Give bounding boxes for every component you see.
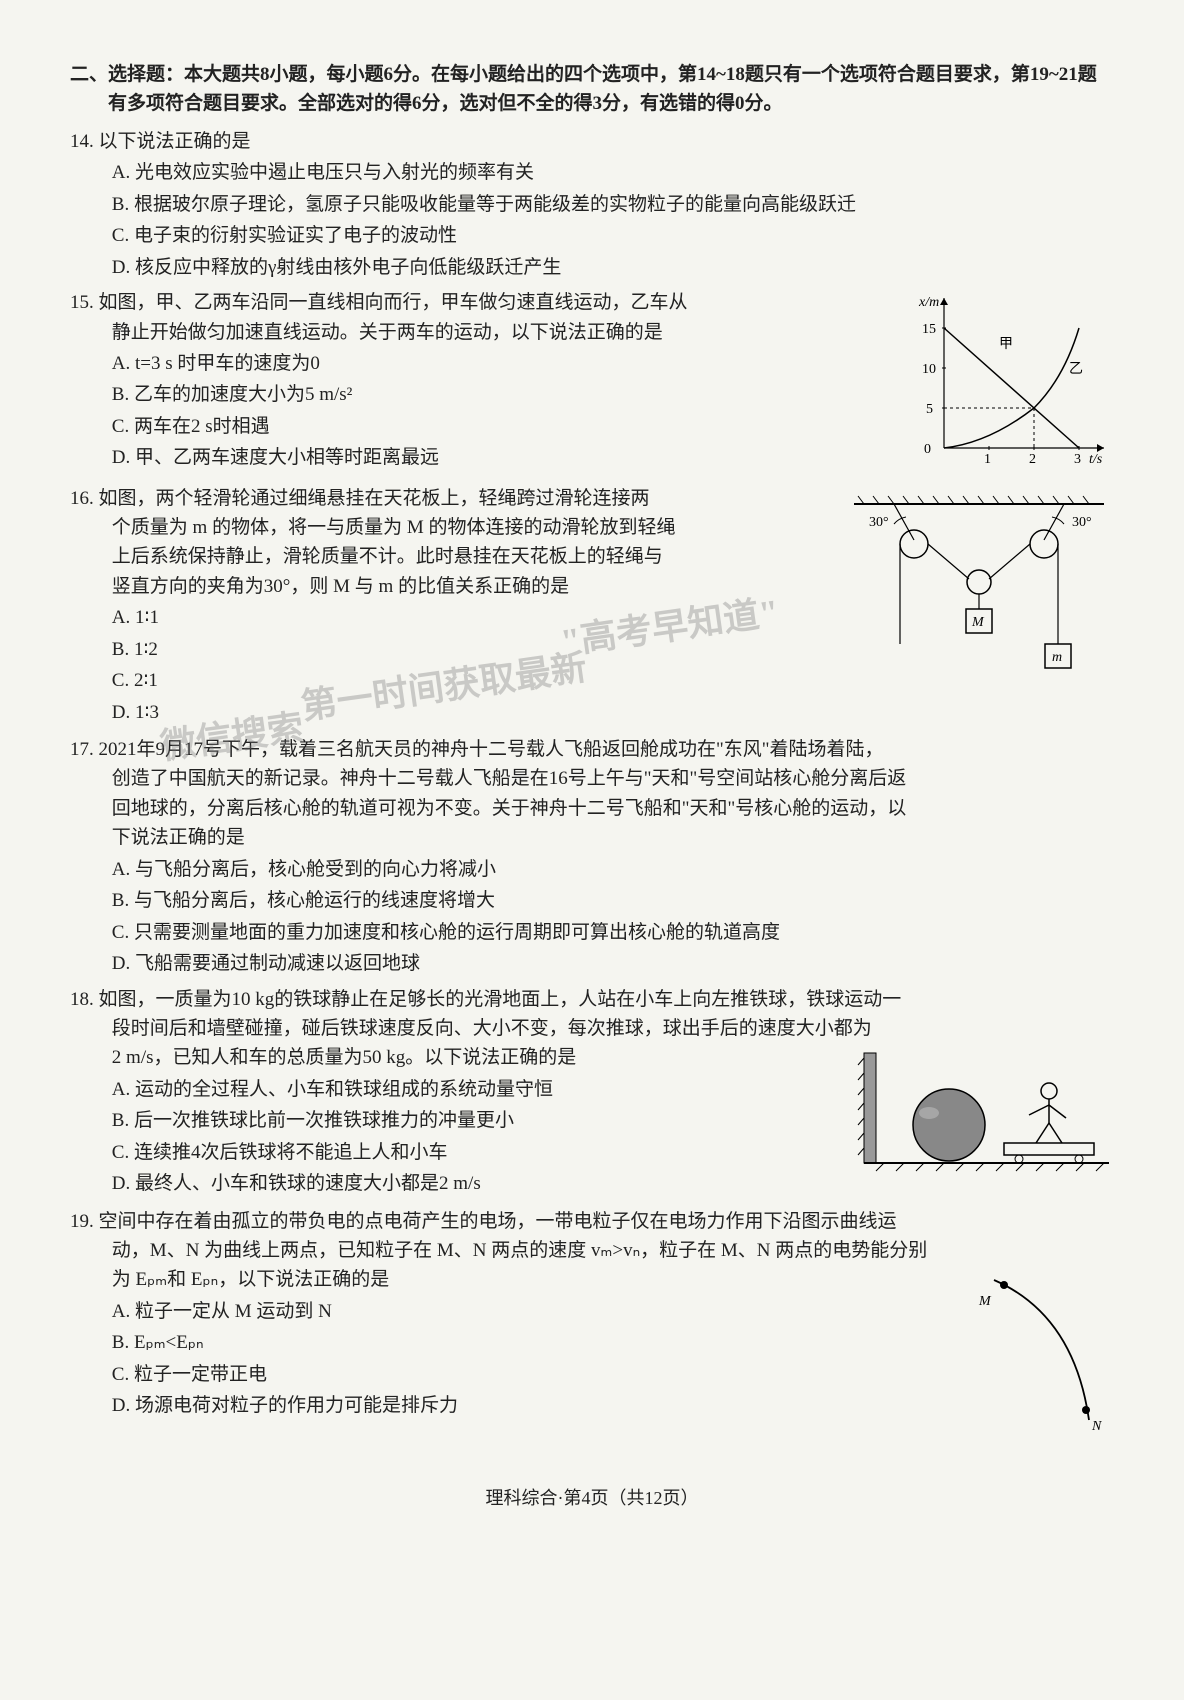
q18-option-c: C. 连续推4次后铁球将不能追上人和小车 <box>70 1138 844 1167</box>
svg-text:0: 0 <box>924 442 931 457</box>
svg-text:10: 10 <box>922 362 936 377</box>
q17-num: 17. <box>70 739 94 760</box>
svg-text:3: 3 <box>1074 452 1081 467</box>
page-footer: 理科综合·第4页（共12页） <box>70 1485 1114 1513</box>
q19-option-b: B. Eₚₘ<Eₚₙ <box>70 1328 914 1357</box>
question-17: 17. 2021年9月17号下午，载着三名航天员的神舟十二号载人飞船返回舱成功在… <box>70 735 1114 979</box>
q16-stem-line3: 上后系统保持静止，滑轮质量不计。此时悬挂在天花板上的轻绳与 <box>70 542 834 571</box>
q16-stem-line1: 如图，两个轻滑轮通过细绳悬挂在天花板上，轻绳跨过滑轮连接两 <box>99 488 650 509</box>
q14-option-b: B. 根据玻尔原子理论，氢原子只能吸收能量等于两能级差的实物粒子的能量向高能级跃… <box>70 190 1114 219</box>
svg-text:30°: 30° <box>1072 515 1092 530</box>
q16-option-d: D. 1∶3 <box>70 698 834 727</box>
q18-stem-line2: 段时间后和墙壁碰撞，碰后铁球速度反向、大小不变，每次推球，球出手后的速度大小都为 <box>70 1014 1114 1043</box>
q15-option-d: D. 甲、乙两车速度大小相等时距离最远 <box>70 443 904 472</box>
q15-stem-line2: 静止开始做匀加速直线运动。关于两车的运动，以下说法正确的是 <box>70 318 904 347</box>
q19-option-d: D. 场源电荷对粒子的作用力可能是排斥力 <box>70 1391 914 1420</box>
q16-diagram: 30° 30° M m <box>844 484 1114 713</box>
q18-stem-line3: 2 m/s，已知人和车的总质量为50 kg。以下说法正确的是 <box>70 1043 844 1072</box>
q15-option-c: C. 两车在2 s时相遇 <box>70 412 904 441</box>
q18-diagram <box>854 1043 1114 1182</box>
q18-option-b: B. 后一次推铁球比前一次推铁球推力的冲量更小 <box>70 1106 844 1135</box>
svg-text:x/m: x/m <box>918 295 939 310</box>
q19-stem-line2: 动，M、N 为曲线上两点，已知粒子在 M、N 两点的速度 vₘ>vₙ，粒子在 M… <box>70 1236 1114 1265</box>
question-14: 14. 以下说法正确的是 A. 光电效应实验中遏止电压只与入射光的频率有关 B.… <box>70 127 1114 282</box>
q17-option-a: A. 与飞船分离后，核心舱受到的向心力将减小 <box>70 855 1114 884</box>
q14-option-a: A. 光电效应实验中遏止电压只与入射光的频率有关 <box>70 158 1114 187</box>
q19-stem-line1: 空间中存在着由孤立的带负电的点电荷产生的电场，一带电粒子仅在电场力作用下沿图示曲… <box>99 1211 897 1232</box>
question-18: 18. 如图，一质量为10 kg的铁球静止在足够长的光滑地面上，人站在小车上向左… <box>70 985 1114 1201</box>
svg-text:m: m <box>1052 650 1062 665</box>
q17-stem-line2: 创造了中国航天的新记录。神舟十二号载人飞船是在16号上午与"天和"号空间站核心舱… <box>70 764 1114 793</box>
q15-stem-line1: 如图，甲、乙两车沿同一直线相向而行，甲车做匀速直线运动，乙车从 <box>99 292 688 313</box>
section-header: 二、选择题：本大题共8小题，每小题6分。在每小题给出的四个选项中，第14~18题… <box>70 60 1114 119</box>
q17-option-d: D. 飞船需要通过制动减速以返回地球 <box>70 949 1114 978</box>
q15-option-b: B. 乙车的加速度大小为5 m/s² <box>70 380 904 409</box>
q18-option-d: D. 最终人、小车和铁球的速度大小都是2 m/s <box>70 1169 844 1198</box>
q16-option-c: C. 2∶1 <box>70 666 834 695</box>
q17-stem-line4: 下说法正确的是 <box>70 823 1114 852</box>
question-19: 19. 空间中存在着由孤立的带负电的点电荷产生的电场，一带电粒子仅在电场力作用下… <box>70 1207 1114 1455</box>
svg-text:M: M <box>971 615 985 630</box>
svg-text:N: N <box>1091 1419 1102 1434</box>
q15-num: 15. <box>70 292 94 313</box>
svg-text:15: 15 <box>922 322 936 337</box>
svg-text:2: 2 <box>1029 452 1036 467</box>
q14-num: 14. <box>70 131 94 152</box>
q14-option-d: D. 核反应中释放的γ射线由核外电子向低能级跃迁产生 <box>70 253 1114 282</box>
svg-text:M: M <box>978 1294 992 1309</box>
svg-text:5: 5 <box>926 402 933 417</box>
question-15: 15. 如图，甲、乙两车沿同一直线相向而行，甲车做匀速直线运动，乙车从 静止开始… <box>70 288 1114 477</box>
q19-stem-line3: 为 Eₚₘ和 Eₚₙ，以下说法正确的是 <box>70 1265 914 1294</box>
q17-option-b: B. 与飞船分离后，核心舱运行的线速度将增大 <box>70 886 1114 915</box>
svg-text:甲: 甲 <box>999 337 1013 352</box>
q15-option-a: A. t=3 s 时甲车的速度为0 <box>70 349 904 378</box>
q17-stem-line3: 回地球的，分离后核心舱的轨道可视为不变。关于神舟十二号飞船和"天和"号核心舱的运… <box>70 794 1114 823</box>
q19-diagram: M N <box>924 1265 1114 1454</box>
q14-stem: 以下说法正确的是 <box>99 131 251 152</box>
q14-option-c: C. 电子束的衍射实验证实了电子的波动性 <box>70 221 1114 250</box>
svg-text:30°: 30° <box>869 515 889 530</box>
q16-num: 16. <box>70 488 94 509</box>
q16-option-b: B. 1∶2 <box>70 635 834 664</box>
q18-option-a: A. 运动的全过程人、小车和铁球组成的系统动量守恒 <box>70 1075 844 1104</box>
q19-num: 19. <box>70 1211 94 1232</box>
q16-stem-line4: 竖直方向的夹角为30°，则 M 与 m 的比值关系正确的是 <box>70 572 834 601</box>
q16-stem-line2: 个质量为 m 的物体，将一与质量为 M 的物体连接的动滑轮放到轻绳 <box>70 513 834 542</box>
q16-option-a: A. 1∶1 <box>70 603 834 632</box>
q15-chart: 0 1 2 3 t/s 5 10 15 x/m 甲 乙 <box>914 288 1114 477</box>
q19-option-c: C. 粒子一定带正电 <box>70 1360 914 1389</box>
q17-option-c: C. 只需要测量地面的重力加速度和核心舱的运行周期即可算出核心舱的轨道高度 <box>70 918 1114 947</box>
q18-stem-line1: 如图，一质量为10 kg的铁球静止在足够长的光滑地面上，人站在小车上向左推铁球，… <box>99 989 902 1010</box>
svg-text:t/s: t/s <box>1089 452 1103 467</box>
q19-option-a: A. 粒子一定从 M 运动到 N <box>70 1297 914 1326</box>
svg-text:乙: 乙 <box>1069 361 1083 377</box>
q18-num: 18. <box>70 989 94 1010</box>
q17-stem-line1: 2021年9月17号下午，载着三名航天员的神舟十二号载人飞船返回舱成功在"东风"… <box>99 739 884 760</box>
svg-text:1: 1 <box>984 452 991 467</box>
question-16: 16. 如图，两个轻滑轮通过细绳悬挂在天花板上，轻绳跨过滑轮连接两 个质量为 m… <box>70 484 1114 730</box>
